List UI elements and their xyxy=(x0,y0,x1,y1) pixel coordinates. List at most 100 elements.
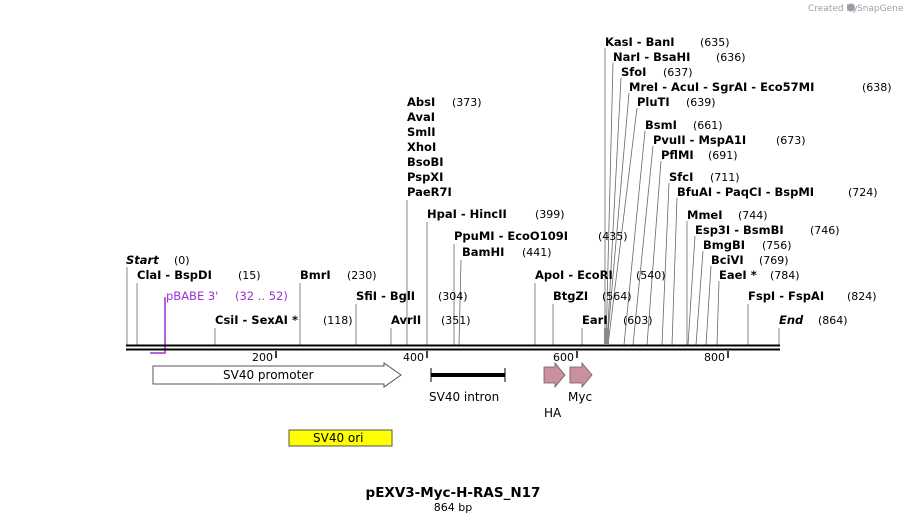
primer-range: (32 .. 52) xyxy=(235,289,288,303)
leader-sfoi xyxy=(606,77,622,346)
site-label-avrii: AvrII xyxy=(391,313,421,327)
site-label-mrei: MreI - AcuI - SgrAI - Eco57MI xyxy=(629,80,814,94)
site-pos-eaei: (784) xyxy=(770,269,800,282)
site-leader-lines xyxy=(126,48,780,346)
site-pos-pluti: (639) xyxy=(686,96,716,109)
leader-bcivi xyxy=(705,265,712,346)
site-pos-apoi: (540) xyxy=(636,269,666,282)
site-pos-bfuai: (724) xyxy=(848,186,878,199)
site-pos-mmei: (744) xyxy=(738,209,768,222)
site-label-pvuii: PvuII - MspA1I xyxy=(653,133,746,147)
site-label-hpai: HpaI - HincII xyxy=(427,207,507,221)
site-label-smli: SmlI xyxy=(407,125,436,139)
backbone-bottom-strand xyxy=(126,348,780,351)
site-label-avai: AvaI xyxy=(407,110,435,124)
snapgene-brand-text: SnapGene xyxy=(857,4,904,14)
site-pos-mrei: (638) xyxy=(862,81,892,94)
site-pos-esp3i: (746) xyxy=(810,224,840,237)
sv40-intron-bar xyxy=(431,373,505,377)
plasmid-title: pEXV3-Myc-H-RAS_N17 xyxy=(366,485,541,501)
site-pos-kasi: (635) xyxy=(700,36,730,49)
site-label-mmei: MmeI xyxy=(687,208,723,222)
feature-sv40-ori: SV40 ori xyxy=(288,429,393,447)
site-labels: Start (0) ClaI - BspDI (15) CsiI - SexAI… xyxy=(126,35,892,327)
site-label-pspxi: PspXI xyxy=(407,170,443,184)
site-label-bcivi: BciVI xyxy=(711,253,744,267)
site-label-pflmi: PflMI xyxy=(661,148,694,162)
leader-bfuai xyxy=(671,197,678,346)
site-pos-clai: (15) xyxy=(238,269,261,282)
site-label-eaei: EaeI * xyxy=(719,268,757,282)
leader-eaei xyxy=(716,280,720,346)
site-pos-pflmi: (691) xyxy=(708,149,738,162)
site-pos-nari: (636) xyxy=(716,51,746,64)
backbone-top-strand xyxy=(126,344,780,347)
primer-bracket xyxy=(150,297,166,354)
site-label-csii: CsiI - SexAI * xyxy=(215,313,298,327)
leader-sfci xyxy=(661,182,670,346)
site-label-bfuai: BfuAI - PaqCI - BspMI xyxy=(677,185,814,199)
site-pos-bmgbi: (756) xyxy=(762,239,792,252)
leader-bsmi xyxy=(623,130,646,346)
site-label-fspi: FspI - FspAI xyxy=(748,289,824,303)
site-label-bsobi: BsoBI xyxy=(407,155,444,169)
ruler: 200 400 600 800 xyxy=(252,351,729,364)
tick-label-400: 400 xyxy=(403,351,424,364)
site-pos-absi: (373) xyxy=(452,96,482,109)
myc-tag-arrow xyxy=(569,361,593,389)
leader-bamhi xyxy=(458,259,462,346)
tick-label-200: 200 xyxy=(252,351,273,364)
site-label-sfoi: SfoI xyxy=(621,65,646,79)
leader-mrei xyxy=(606,92,630,346)
site-label-sfci: SfcI xyxy=(669,170,693,184)
site-label-bmgbi: BmgBI xyxy=(703,238,745,252)
site-label-absi: AbsI xyxy=(407,95,435,109)
start-position: (0) xyxy=(174,254,190,267)
feature-sv40-promoter: SV40 promoter xyxy=(152,362,402,388)
site-label-btgzi: BtgZI xyxy=(553,289,588,303)
site-pos-fspi: (824) xyxy=(847,290,877,303)
end-label: End xyxy=(779,313,804,327)
leader-pvuii xyxy=(632,145,654,346)
site-pos-hpai: (399) xyxy=(535,208,565,221)
site-pos-csii: (118) xyxy=(323,314,353,327)
sv40-promoter-arrow xyxy=(152,362,402,388)
site-label-eari: EarI xyxy=(582,313,608,327)
site-pos-eari: (603) xyxy=(623,314,653,327)
sv40-intron-label: SV40 intron xyxy=(429,390,499,404)
site-label-bsmi: BsmI xyxy=(645,118,677,132)
snapgene-logo-icon xyxy=(847,3,855,12)
site-label-xhoi: XhoI xyxy=(407,140,436,154)
site-pos-sfoi: (637) xyxy=(663,66,693,79)
feature-sv40-intron: SV40 intron xyxy=(429,368,506,404)
site-pos-sfii: (304) xyxy=(438,290,468,303)
site-pos-btgzi: (564) xyxy=(602,290,632,303)
tick-label-800: 800 xyxy=(704,351,725,364)
sv40-ori-label: SV40 ori xyxy=(313,431,364,445)
site-pos-bcivi: (769) xyxy=(759,254,789,267)
site-label-bmri: BmrI xyxy=(300,268,331,282)
site-label-clai: ClaI - BspDI xyxy=(137,268,212,282)
dna-backbone xyxy=(126,328,780,351)
site-pos-ppumi: (435) xyxy=(598,230,628,243)
site-pos-bmri: (230) xyxy=(347,269,377,282)
site-pos-sfci: (711) xyxy=(710,171,740,184)
tick-label-600: 600 xyxy=(553,351,574,364)
site-label-sfii: SfiI - BglI xyxy=(356,289,415,303)
ha-tag-arrow xyxy=(543,361,566,389)
leader-pflmi xyxy=(646,160,662,346)
site-label-nari: NarI - BsaHI xyxy=(613,50,690,64)
sv40-ori-box xyxy=(288,429,393,447)
site-label-kasi: KasI - BanI xyxy=(605,35,675,49)
site-label-pluti: PluTI xyxy=(637,95,670,109)
plasmid-length: 864 bp xyxy=(434,501,472,514)
leader-bmgbi xyxy=(695,250,704,346)
feature-myc-tag: Myc xyxy=(568,361,593,404)
feature-ha-tag: HA xyxy=(543,361,566,420)
primer-pbabe3: pBABE 3' (32 .. 52) xyxy=(150,289,288,354)
site-cluster-mark xyxy=(604,328,609,345)
site-label-apoi: ApoI - EcoRI xyxy=(535,268,613,282)
site-pos-avrii: (351) xyxy=(441,314,471,327)
primer-label: pBABE 3' xyxy=(166,289,218,303)
